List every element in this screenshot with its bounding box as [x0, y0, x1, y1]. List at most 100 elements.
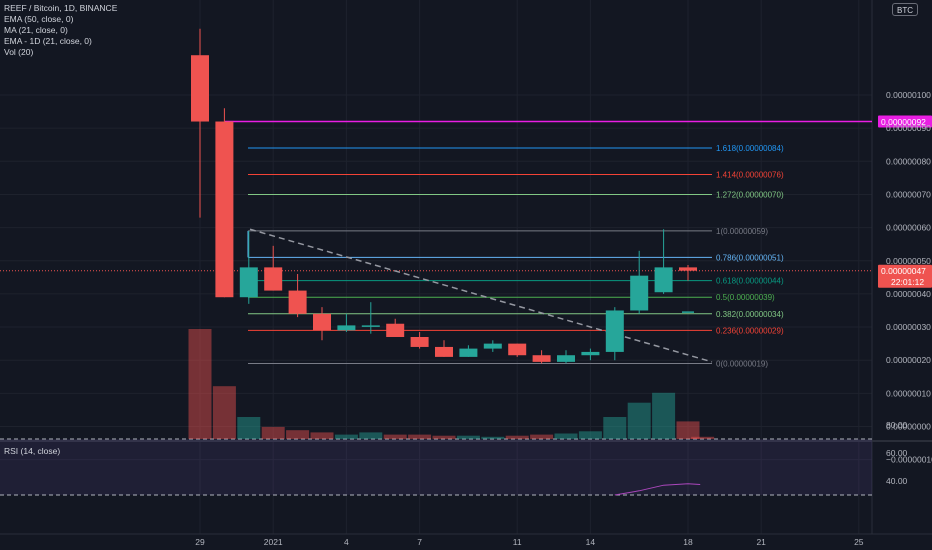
- fib-label-1: 1(0.00000059): [716, 227, 768, 236]
- volume-bar: [237, 417, 261, 439]
- indicator-legend: REEF / Bitcoin, 1D, BINANCE EMA (50, clo…: [4, 3, 117, 58]
- volume-bar: [359, 432, 383, 439]
- time-tick-label: 29: [195, 537, 205, 547]
- volume-bar: [530, 434, 554, 439]
- volume-bars: [188, 329, 715, 439]
- fib-label-0.382: 0.382(0.00000034): [716, 310, 784, 319]
- price-tick-label: 0.00000100: [886, 90, 931, 100]
- volume-bar: [603, 417, 627, 439]
- price-tick-label: 0.00000050: [886, 256, 931, 266]
- volume-bar: [188, 329, 212, 439]
- fib-label-0.236: 0.236(0.00000029): [716, 326, 784, 335]
- last-price-label: 0.00000047: [881, 266, 926, 276]
- candle-body: [459, 348, 478, 357]
- candle-body: [557, 355, 575, 362]
- rsi-band: [0, 439, 872, 495]
- candle-body: [361, 325, 380, 327]
- price-tick-label: 0.00000040: [886, 289, 931, 299]
- volume-bar: [383, 434, 407, 439]
- volume-bar: [212, 386, 236, 439]
- price-tick-label: 0.00000080: [886, 156, 931, 166]
- axes: 80.00 60.00 40.00 0.00000092 0.00000100 0.000…: [195, 90, 932, 547]
- volume-bar: [286, 430, 310, 439]
- volume-bar: [408, 434, 432, 439]
- rsi-tick-label: 60.00: [886, 448, 908, 458]
- volume-bar: [691, 436, 715, 439]
- last-price-tag: [878, 264, 932, 288]
- candles: [191, 28, 697, 364]
- price-tick-label: 0.00000010: [886, 388, 931, 398]
- volume-bar: [505, 435, 529, 439]
- price-tick-label: −0.00000010: [886, 455, 932, 465]
- candle-body: [215, 121, 234, 298]
- candle-body: [581, 351, 600, 356]
- volume-bar: [578, 431, 602, 439]
- fibonacci-extension[interactable]: 1.618(0.00000084) 1.414(0.00000076) 1.272(…: [0, 120, 872, 369]
- legend-volume[interactable]: Vol (20): [4, 47, 34, 57]
- candle-body: [679, 267, 697, 271]
- candle-body: [410, 336, 429, 347]
- bar-countdown-label: 22:01:12: [891, 277, 924, 287]
- candle-body: [605, 310, 624, 352]
- fib-label-0.5: 0.5(0.00000039): [716, 293, 775, 302]
- price-tick-label: 0.00000030: [886, 322, 931, 332]
- rsi-tick-label: 40.00: [886, 476, 908, 486]
- volume-bar: [627, 402, 651, 439]
- volume-bar: [652, 392, 676, 439]
- time-tick-label: 11: [513, 537, 522, 547]
- currency-badge[interactable]: BTC: [892, 3, 918, 16]
- volume-bar: [261, 426, 285, 439]
- rsi-legend[interactable]: RSI (14, close): [4, 446, 61, 456]
- time-tick-label: 4: [344, 537, 349, 547]
- fib-label-1.414: 1.414(0.00000076): [716, 171, 784, 180]
- candle-body: [435, 346, 453, 357]
- volume-bar: [334, 434, 358, 439]
- price-tick-label: 0.00000020: [886, 355, 931, 365]
- candle-body: [654, 267, 673, 293]
- candle-body: [483, 343, 502, 349]
- price-tick-label: 0.00000090: [886, 123, 931, 133]
- time-tick-label: 7: [417, 537, 422, 547]
- candle-body: [264, 267, 283, 291]
- time-tick-label: 14: [586, 537, 596, 547]
- price-tick-label: 0.00000060: [886, 223, 931, 233]
- price-tick-label: 0.00000070: [886, 189, 931, 199]
- symbol-title[interactable]: REEF / Bitcoin, 1D, BINANCE: [4, 3, 118, 13]
- magenta-price-label: 0.00000092: [881, 117, 926, 127]
- candle-body: [191, 55, 209, 122]
- rsi-line: [614, 483, 701, 496]
- time-tick-label: 2021: [264, 537, 283, 547]
- candle-body: [386, 323, 405, 337]
- fib-label-0.786: 0.786(0.00000051): [716, 253, 784, 262]
- candle-body: [337, 325, 356, 331]
- candle-body: [630, 275, 649, 311]
- time-tick-label: 25: [854, 537, 864, 547]
- magenta-price-tag: [878, 115, 932, 128]
- time-tick-label: 21: [756, 537, 766, 547]
- candle-body: [532, 355, 551, 362]
- dashed-trend-line: [249, 228, 713, 363]
- fib-label-1.618: 1.618(0.00000084): [716, 144, 784, 153]
- candle-body: [288, 290, 307, 314]
- fib-label-0: 0(0.00000019): [716, 360, 768, 369]
- legend-ma21[interactable]: MA (21, close, 0): [4, 25, 68, 35]
- price-tick-label: 0.00000000: [886, 422, 931, 432]
- legend-ema1d[interactable]: EMA - 1D (21, close, 0): [4, 36, 92, 46]
- volume-bar: [456, 435, 480, 439]
- legend-ema50[interactable]: EMA (50, close, 0): [4, 14, 74, 24]
- fib-label-1.272: 1.272(0.00000070): [716, 190, 784, 199]
- volume-bar: [554, 433, 578, 439]
- trend-line[interactable]: [249, 228, 713, 363]
- rsi-tick-label: 80.00: [886, 420, 908, 430]
- volume-bar: [310, 432, 334, 439]
- fib-label-0.618: 0.618(0.00000044): [716, 277, 784, 286]
- volume-bar: [481, 436, 505, 439]
- rsi-pane: [0, 438, 872, 496]
- candle-body: [313, 313, 331, 331]
- volume-bar: [432, 435, 456, 439]
- candle-body: [508, 343, 527, 356]
- volume-bar: [676, 421, 700, 439]
